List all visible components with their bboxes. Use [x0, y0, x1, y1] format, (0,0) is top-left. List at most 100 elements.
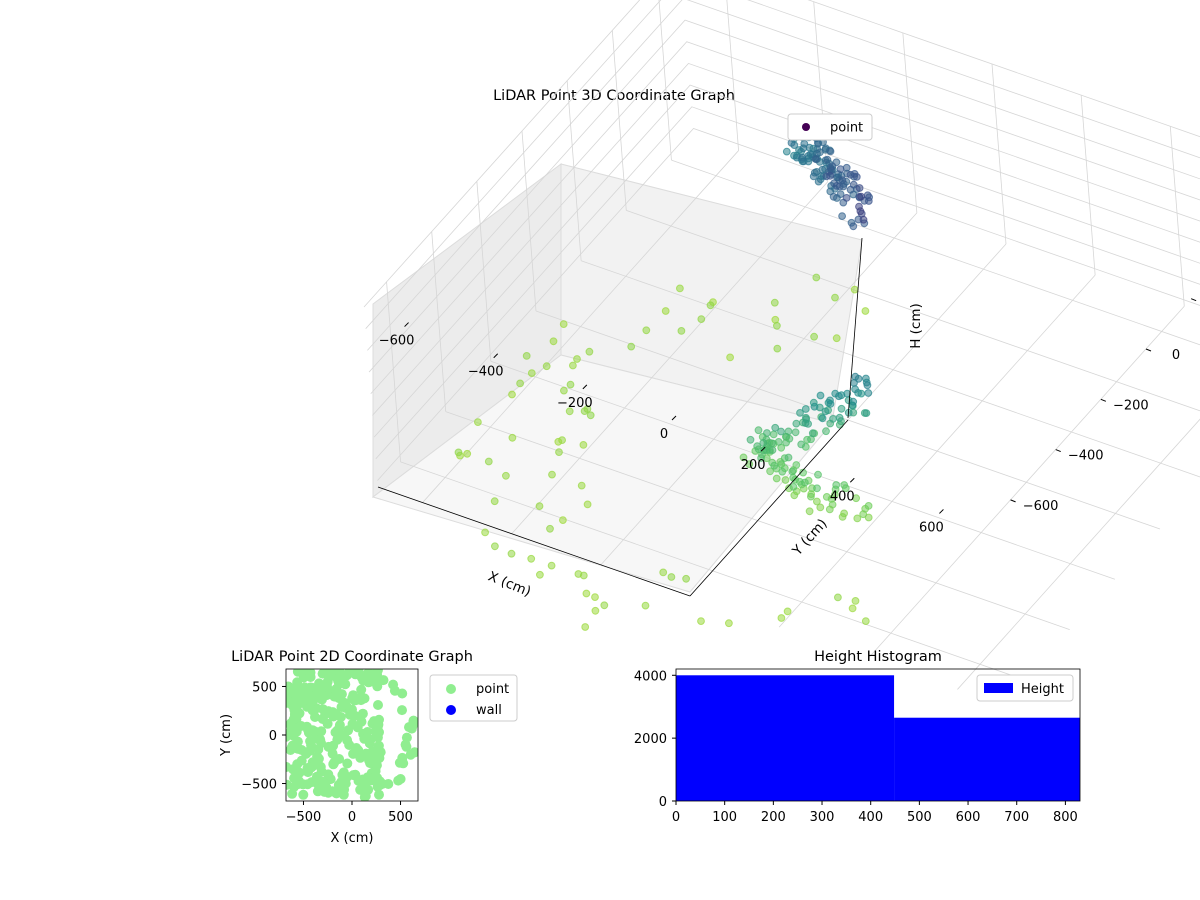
point-2d: [397, 705, 407, 716]
point-3d: [579, 571, 588, 580]
grid-line: [367, 0, 1200, 351]
point-2d: [374, 789, 384, 800]
point-3d: [832, 481, 841, 489]
legend-3d: point: [787, 113, 873, 141]
point-3d: [809, 172, 818, 181]
x-tick-3d: [939, 509, 944, 514]
points-3d: [454, 129, 873, 631]
point-3d: [836, 165, 845, 174]
point-3d: [577, 481, 586, 490]
point-3d: [829, 192, 838, 201]
point-3d: [682, 574, 690, 583]
point-3d: [863, 381, 872, 390]
x-ticks-3d: −600 −400 −200 0 200 400 600: [379, 322, 944, 535]
point-3d: [484, 457, 493, 466]
histogram-bar: [894, 717, 1080, 801]
x-tick-label-histogram: 200: [761, 810, 786, 825]
point-3d: [862, 374, 870, 383]
point-3d: [818, 414, 827, 423]
point-3d: [772, 474, 781, 483]
histogram-frame: [675, 668, 1081, 802]
point-3d: [558, 436, 566, 445]
point-3d: [527, 369, 536, 378]
point-3d: [583, 500, 592, 509]
grid-line: [626, 210, 1200, 412]
point-3d: [821, 407, 830, 416]
grid-line: [368, 19, 1200, 373]
point-3d: [676, 284, 684, 293]
point-2d: [357, 708, 368, 719]
point-3d: [838, 176, 847, 185]
point-3d: [791, 428, 800, 437]
point-3d: [759, 446, 768, 455]
point-3d: [546, 524, 554, 533]
point-3d: [549, 337, 558, 346]
point-3d: [774, 438, 783, 446]
point-3d: [826, 171, 835, 180]
point-3d: [474, 418, 482, 427]
point-2d: [334, 720, 345, 730]
grid-line: [566, 80, 582, 261]
point-3d: [814, 470, 822, 479]
point-2d: [303, 767, 313, 778]
point-3d: [861, 617, 870, 625]
point-3d: [825, 505, 834, 514]
point-3d: [591, 606, 600, 615]
x-ticks-histogram: 0 100 200 300 400 500 600 700 800: [672, 801, 1078, 825]
point-3d: [799, 468, 807, 477]
point-3d: [759, 439, 768, 447]
y-tick-label-3d: −400: [1068, 449, 1104, 464]
point-2d: [334, 669, 345, 677]
grid-line: [386, 281, 401, 462]
x-axis-label-2d: X (cm): [331, 831, 374, 846]
point-2d: [296, 755, 307, 766]
point-3d: [502, 471, 510, 480]
point-2d: [332, 674, 343, 685]
x-tick-label-3d: −400: [468, 365, 504, 380]
point-3d: [581, 623, 590, 631]
point-3d: [799, 144, 808, 153]
point-3d: [807, 492, 815, 501]
y-tick-3d: [1145, 348, 1152, 352]
point-3d: [814, 177, 823, 186]
point-3d: [507, 549, 516, 558]
histogram-bars: [676, 675, 1080, 801]
point-2d: [372, 722, 383, 733]
point-2d: [293, 779, 304, 789]
point-3d: [508, 390, 516, 399]
x-tick-label-histogram: 600: [956, 810, 981, 825]
point-3d: [797, 440, 806, 449]
point-2d: [354, 669, 365, 679]
point-3d: [508, 433, 517, 442]
legend-2d-marker-point: [446, 684, 456, 694]
point-3d: [788, 467, 797, 476]
legend-2d-label-point: point: [476, 682, 509, 697]
point-2d: [323, 669, 334, 679]
point-2d: [336, 702, 347, 712]
point-3d: [559, 516, 567, 524]
point-3d: [784, 453, 793, 462]
x-tick-3d: [582, 384, 588, 390]
point-3d: [585, 347, 594, 356]
grid-line: [476, 181, 492, 362]
point-3d: [573, 355, 581, 363]
x-tick-label-2d: −500: [286, 810, 322, 825]
point-2d: [315, 734, 326, 745]
point-3d: [754, 426, 763, 435]
y-tick-label-histogram: 2000: [634, 732, 667, 747]
y-axis-label-3d: Y (cm): [789, 516, 831, 560]
legend-2d: point wall: [429, 674, 518, 722]
point-3d: [566, 380, 575, 389]
point-2d: [373, 700, 383, 710]
y-tick-label-3d: 0: [1172, 348, 1180, 363]
y-axis-label-2d: Y (cm): [219, 714, 234, 757]
point-2d: [393, 775, 404, 786]
grid-line: [370, 41, 1200, 395]
legend-3d-label: point: [830, 121, 863, 136]
point-3d: [697, 315, 706, 324]
legend-histogram: Height: [976, 674, 1074, 702]
point-3d: [831, 293, 839, 302]
plot-3d: LiDAR Point 3D Coordinate Graph −600 −400…: [363, 0, 1200, 690]
point-2d: [342, 735, 353, 746]
